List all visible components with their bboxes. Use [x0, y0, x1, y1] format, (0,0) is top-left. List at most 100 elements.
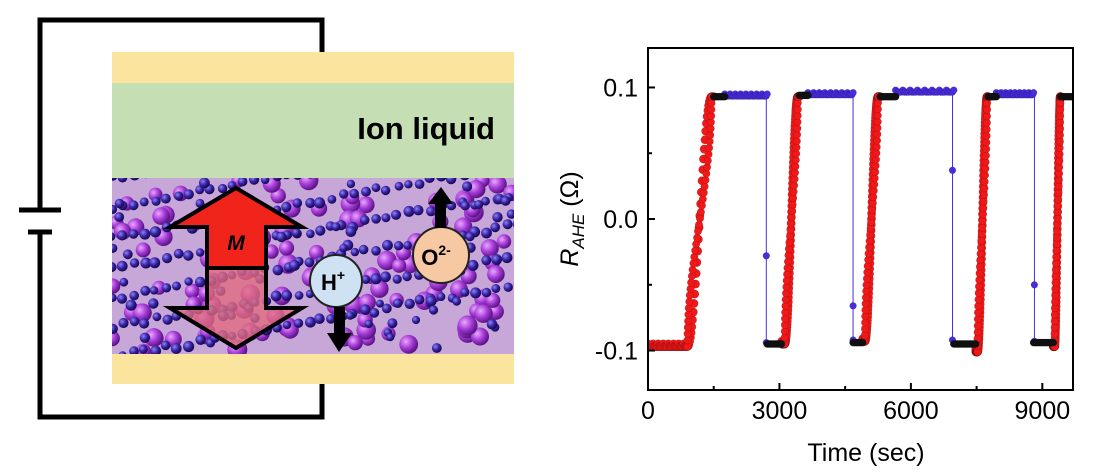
- blue-atom: [381, 303, 392, 314]
- blue-atom: [117, 178, 128, 183]
- blue-atom: [138, 344, 148, 354]
- blue-atom: [117, 230, 128, 241]
- blue-atom: [470, 287, 482, 299]
- blue-atom: [526, 250, 535, 259]
- blue-atom: [345, 226, 357, 237]
- blue-atom: [515, 97, 524, 106]
- blue-atom: [460, 178, 470, 181]
- blue-atom: [414, 294, 425, 305]
- data-point: [849, 302, 857, 310]
- blue-atom: [293, 318, 304, 328]
- blue-atom: [112, 178, 118, 181]
- blue-atom: [462, 181, 473, 192]
- blue-atom: [431, 343, 442, 353]
- blue-atom: [524, 95, 534, 105]
- blue-atom: [139, 332, 151, 343]
- blue-atom: [460, 201, 470, 211]
- blue-atom: [160, 193, 171, 204]
- blue-atom: [445, 178, 457, 185]
- blue-atom: [331, 222, 341, 232]
- blue-atom: [523, 187, 534, 198]
- blue-atom: [217, 183, 228, 194]
- blue-atom: [501, 252, 513, 264]
- purple-atom: [135, 242, 151, 258]
- blue-atom: [525, 159, 535, 169]
- blue-atom: [162, 253, 173, 264]
- blue-atom: [536, 186, 547, 197]
- circuit-wire: [37, 17, 325, 210]
- oxygen-arrow-head: [428, 187, 453, 204]
- blue-atom: [160, 340, 171, 351]
- purple-atom: [184, 283, 200, 299]
- purple-atom: [474, 304, 493, 324]
- data-point: [971, 340, 980, 348]
- blue-atom: [523, 280, 533, 290]
- purple-atom: [480, 239, 499, 258]
- blue-atom: [276, 231, 287, 243]
- blue-atom: [486, 318, 498, 330]
- blue-atom: [506, 209, 514, 219]
- proton-ion: H+: [309, 254, 363, 352]
- ion-liquid-label: Ion liquid: [357, 111, 495, 146]
- blue-atom: [162, 314, 173, 325]
- blue-atom: [411, 315, 421, 325]
- oxygen-arrow-shaft: [435, 204, 446, 228]
- blue-atom: [513, 192, 514, 197]
- chart: 0 3000 6000 9000 -0.1 0.0 0.1 Time (sec) RAHE …: [556, 47, 1074, 467]
- blue-atom: [364, 319, 373, 329]
- blue-atom: [360, 304, 371, 316]
- blue-atom: [380, 185, 391, 196]
- blue-atom: [369, 308, 380, 318]
- blue-atom: [404, 298, 415, 309]
- data-point: [763, 90, 771, 98]
- blue-atom: [436, 178, 447, 182]
- blue-atom: [390, 209, 402, 220]
- purple-atom: [485, 292, 501, 308]
- blue-atom: [118, 317, 129, 329]
- blue-atom: [361, 275, 371, 284]
- blue-atom: [128, 200, 139, 211]
- purple-atom: [144, 328, 164, 347]
- data-point: [720, 92, 729, 101]
- blue-atom: [346, 179, 356, 189]
- x-tick-label: 3000: [752, 397, 808, 425]
- blue-atom: [428, 305, 439, 315]
- blue-atom: [326, 314, 336, 324]
- data-point: [950, 86, 958, 94]
- blue-atom: [305, 197, 316, 209]
- blue-atom: [382, 239, 393, 251]
- blue-atom: [481, 196, 490, 206]
- blue-atom: [339, 189, 349, 199]
- y-tick-label: 0.0: [603, 206, 638, 234]
- blue-atom: [452, 296, 462, 306]
- blue-atom: [392, 298, 403, 309]
- blue-atom: [371, 246, 381, 256]
- blue-atom: [350, 247, 360, 257]
- x-axis-label: Time (sec): [807, 439, 924, 467]
- data-point: [1029, 89, 1038, 97]
- blue-atom: [112, 243, 118, 253]
- purple-atom: [399, 334, 419, 354]
- blue-atom: [112, 232, 116, 241]
- blue-atom: [195, 276, 206, 288]
- blue-atom: [125, 299, 137, 311]
- blue-atom: [282, 320, 292, 330]
- blue-atom: [481, 255, 492, 266]
- purple-atom: [278, 240, 295, 256]
- purple-atom: [299, 178, 319, 191]
- blue-atom: [425, 295, 437, 307]
- blue-atom: [112, 293, 117, 302]
- blue-atom: [358, 244, 369, 255]
- blue-atom: [313, 197, 326, 209]
- blue-atom: [465, 232, 475, 242]
- blue-atom: [535, 127, 545, 137]
- blue-atom: [273, 178, 282, 182]
- blue-atom: [144, 178, 148, 179]
- blue-atom: [502, 219, 513, 230]
- blue-atom: [130, 178, 140, 181]
- blue-atom: [291, 228, 302, 238]
- data-point: [804, 91, 812, 100]
- blue-atom: [140, 257, 152, 269]
- blue-atom: [161, 283, 172, 293]
